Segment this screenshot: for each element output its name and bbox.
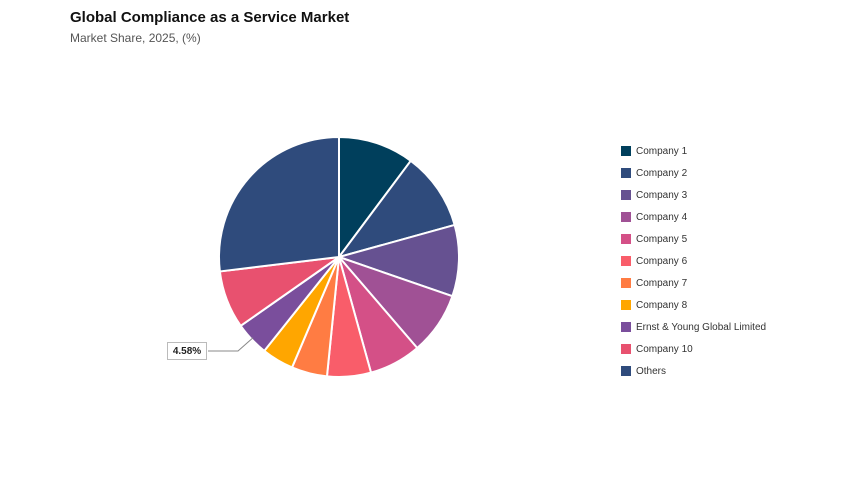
legend-label: Company 7 <box>636 277 688 289</box>
legend-label: Others <box>636 365 667 377</box>
legend-swatch <box>621 300 631 310</box>
legend-item-company-3[interactable]: Company 3 <box>621 184 766 206</box>
callout-leaders <box>208 337 254 352</box>
legend-swatch <box>621 366 631 376</box>
legend-swatch <box>621 322 631 332</box>
leader-line <box>208 337 254 352</box>
legend-label: Company 6 <box>636 255 688 267</box>
data-label-ernst-young: 4.58% <box>167 342 207 360</box>
legend-label: Company 8 <box>636 299 688 311</box>
chart-subtitle: Market Share, 2025, (%) <box>70 31 201 45</box>
legend-label: Company 10 <box>636 343 693 355</box>
legend-swatch <box>621 146 631 156</box>
legend-swatch <box>621 256 631 266</box>
legend-label: Company 4 <box>636 211 688 223</box>
pie-slices <box>218 136 460 378</box>
chart-legend: Company 1 Company 2 Company 3 Company 4 Comp… <box>621 140 766 382</box>
legend-item-company-6[interactable]: Company 6 <box>621 250 766 272</box>
legend-item-company-1[interactable]: Company 1 <box>621 140 766 162</box>
legend-item-company-5[interactable]: Company 5 <box>621 228 766 250</box>
legend-label: Company 1 <box>636 145 688 157</box>
legend-swatch <box>621 234 631 244</box>
legend-swatch <box>621 278 631 288</box>
legend-swatch <box>621 190 631 200</box>
legend-item-company-2[interactable]: Company 2 <box>621 162 766 184</box>
legend-item-others[interactable]: Others <box>621 360 766 382</box>
legend-label: Company 5 <box>636 233 688 245</box>
chart-title: Global Compliance as a Service Market <box>70 9 350 26</box>
legend-swatch <box>621 344 631 354</box>
pie-slice-others[interactable] <box>218 136 340 273</box>
legend-label: Ernst & Young Global Limited <box>636 321 767 333</box>
legend-label: Company 3 <box>636 189 688 201</box>
legend-item-company-8[interactable]: Company 8 <box>621 294 766 316</box>
legend-item-company-4[interactable]: Company 4 <box>621 206 766 228</box>
legend-item-company-10[interactable]: Company 10 <box>621 338 766 360</box>
legend-item-ernst-young-global-limited[interactable]: Ernst & Young Global Limited <box>621 316 766 338</box>
pie-slice-company-1[interactable] <box>338 136 412 258</box>
legend-swatch <box>621 212 631 222</box>
legend-label: Company 2 <box>636 167 688 179</box>
legend-item-company-7[interactable]: Company 7 <box>621 272 766 294</box>
legend-swatch <box>621 168 631 178</box>
